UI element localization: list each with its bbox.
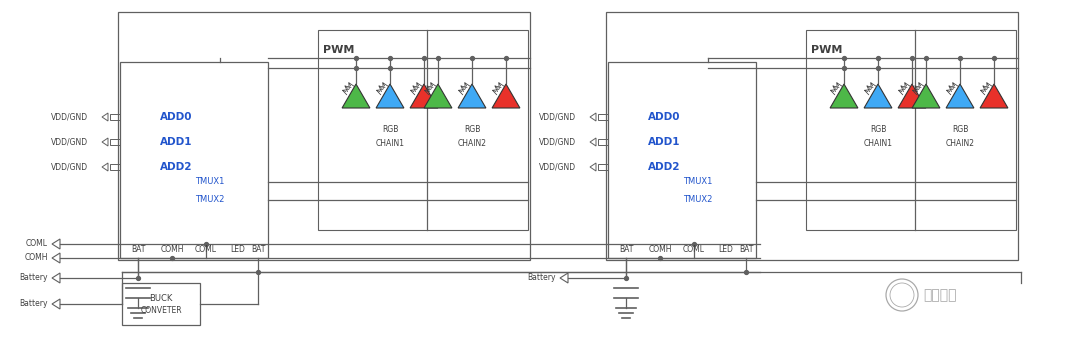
Polygon shape xyxy=(410,84,437,108)
Text: RGB: RGB xyxy=(869,125,887,135)
Text: RGB: RGB xyxy=(463,125,481,135)
Polygon shape xyxy=(864,84,892,108)
Polygon shape xyxy=(913,84,940,108)
Bar xyxy=(598,164,608,170)
Polygon shape xyxy=(376,84,404,108)
Text: RGB: RGB xyxy=(382,125,399,135)
Text: COML: COML xyxy=(683,245,705,255)
Bar xyxy=(118,12,530,260)
Text: PWM: PWM xyxy=(323,45,354,55)
Bar xyxy=(120,62,268,258)
Text: COML: COML xyxy=(195,245,217,255)
Bar xyxy=(598,139,608,145)
Text: ADD1: ADD1 xyxy=(648,137,680,147)
Text: LED: LED xyxy=(230,245,245,255)
Text: VDD/GND: VDD/GND xyxy=(51,113,87,121)
Text: VDD/GND: VDD/GND xyxy=(539,113,576,121)
Bar xyxy=(122,283,200,325)
Text: BAT: BAT xyxy=(739,245,753,255)
Polygon shape xyxy=(831,84,858,108)
Text: BAT: BAT xyxy=(131,245,145,255)
Text: BAT: BAT xyxy=(251,245,266,255)
Text: Battery: Battery xyxy=(19,299,48,308)
Text: RGB: RGB xyxy=(951,125,968,135)
Text: TMUX1: TMUX1 xyxy=(195,178,225,186)
Bar xyxy=(110,114,120,120)
Text: Battery: Battery xyxy=(19,274,48,282)
Text: CHAIN1: CHAIN1 xyxy=(864,140,892,148)
Text: TMUX2: TMUX2 xyxy=(683,196,713,204)
Text: 英迪芯微: 英迪芯微 xyxy=(923,288,957,302)
Text: COMH: COMH xyxy=(648,245,672,255)
Text: TMUX1: TMUX1 xyxy=(683,178,713,186)
Text: CHAIN2: CHAIN2 xyxy=(945,140,974,148)
Bar xyxy=(110,164,120,170)
Text: BUCK: BUCK xyxy=(149,295,173,303)
Polygon shape xyxy=(492,84,519,108)
Bar xyxy=(110,139,120,145)
Text: TMUX2: TMUX2 xyxy=(195,196,225,204)
Text: CONVETER: CONVETER xyxy=(140,306,181,315)
Polygon shape xyxy=(980,84,1008,108)
Text: LED: LED xyxy=(718,245,733,255)
Text: ADD1: ADD1 xyxy=(160,137,192,147)
Text: ADD2: ADD2 xyxy=(160,162,192,172)
Bar xyxy=(806,30,1016,230)
Text: VDD/GND: VDD/GND xyxy=(539,138,576,146)
Text: CHAIN2: CHAIN2 xyxy=(458,140,486,148)
Text: COMH: COMH xyxy=(160,245,184,255)
Bar xyxy=(598,114,608,120)
Text: PWM: PWM xyxy=(811,45,842,55)
Bar xyxy=(318,30,528,230)
Text: COML: COML xyxy=(26,239,48,248)
Text: ADD2: ADD2 xyxy=(648,162,680,172)
Polygon shape xyxy=(458,84,486,108)
Text: BAT: BAT xyxy=(619,245,633,255)
Text: ADD0: ADD0 xyxy=(648,112,680,122)
Polygon shape xyxy=(946,84,974,108)
Text: COMH: COMH xyxy=(25,254,48,262)
Text: CHAIN1: CHAIN1 xyxy=(376,140,405,148)
Bar xyxy=(608,62,756,258)
Polygon shape xyxy=(342,84,370,108)
Text: VDD/GND: VDD/GND xyxy=(539,162,576,172)
Text: VDD/GND: VDD/GND xyxy=(51,162,87,172)
Polygon shape xyxy=(899,84,926,108)
Text: ADD0: ADD0 xyxy=(160,112,192,122)
Text: Battery: Battery xyxy=(527,274,556,282)
Text: VDD/GND: VDD/GND xyxy=(51,138,87,146)
Polygon shape xyxy=(424,84,451,108)
Bar xyxy=(606,12,1018,260)
